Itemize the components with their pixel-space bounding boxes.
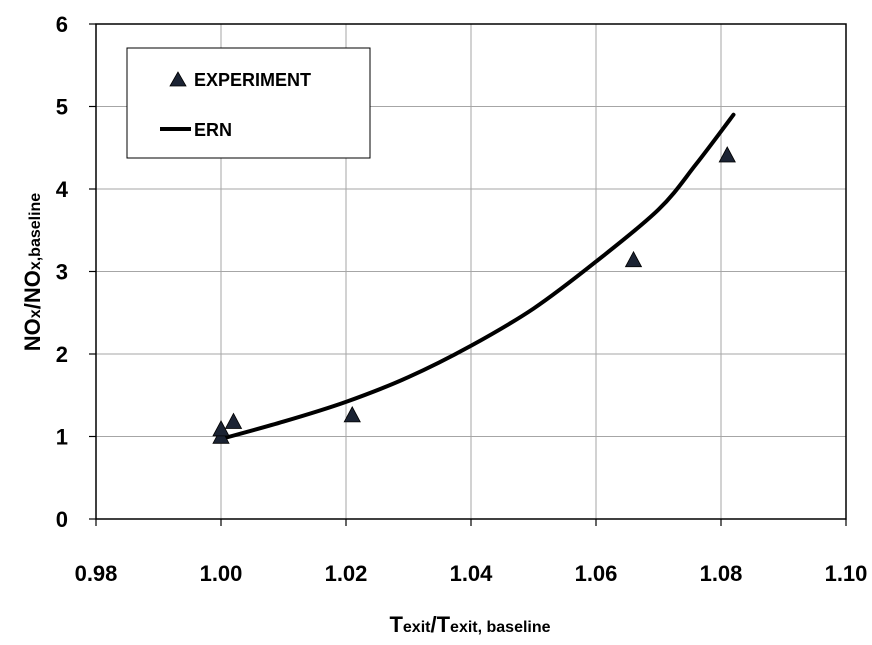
series-line-ern bbox=[219, 112, 736, 441]
y-axis-label: NOx/NOx,baseline bbox=[20, 193, 45, 352]
x-axis-label-part1: T bbox=[389, 612, 403, 637]
x-tick-label: 0.98 bbox=[75, 561, 118, 586]
legend-label-ern: ERN bbox=[194, 120, 232, 140]
legend-box bbox=[126, 47, 371, 159]
legend: EXPERIMENT ERN bbox=[126, 47, 371, 159]
y-axis-label-part2: /NO bbox=[20, 270, 45, 309]
legend-label-experiment: EXPERIMENT bbox=[194, 70, 311, 90]
series-points bbox=[212, 146, 736, 444]
y-tick-label: 3 bbox=[56, 260, 68, 285]
data-point-experiment bbox=[718, 146, 736, 163]
y-tick-label: 5 bbox=[56, 95, 68, 120]
y-tick-label: 6 bbox=[56, 12, 68, 37]
y-axis-label-sub2: x,baseline bbox=[27, 193, 44, 270]
x-tick-label: 1.04 bbox=[450, 561, 494, 586]
series-lines bbox=[219, 112, 736, 441]
x-tick-label: 1.10 bbox=[825, 561, 868, 586]
y-tick-labels: 0 1 2 3 4 5 6 bbox=[56, 12, 69, 532]
data-point-experiment bbox=[624, 250, 643, 268]
data-point-experiment bbox=[343, 406, 361, 423]
y-tick-label: 2 bbox=[56, 342, 68, 367]
y-tick-label: 4 bbox=[56, 177, 69, 202]
x-tick-labels: 0.98 1.00 1.02 1.04 1.06 1.08 1.10 bbox=[75, 561, 868, 586]
x-axis-label-sub1: exit bbox=[403, 619, 431, 636]
y-axis-label-sub1: x bbox=[27, 309, 44, 318]
y-axis-label-part1: NO bbox=[20, 318, 45, 351]
x-tick-label: 1.06 bbox=[575, 561, 618, 586]
y-tick-label: 0 bbox=[56, 507, 68, 532]
y-tick-label: 1 bbox=[56, 425, 68, 450]
data-point-experiment bbox=[212, 420, 230, 437]
x-tick-label: 1.02 bbox=[325, 561, 368, 586]
legend-triangle-icon bbox=[169, 71, 187, 87]
plot-area bbox=[95, 23, 847, 520]
x-tick-label: 1.00 bbox=[200, 561, 243, 586]
x-axis-label-part2: /T bbox=[430, 612, 450, 637]
x-axis-label-sub2: exit, baseline bbox=[450, 619, 551, 636]
data-point-experiment bbox=[224, 412, 243, 429]
x-axis-label: Texit/Texit, baseline bbox=[389, 612, 550, 637]
x-tick-label: 1.08 bbox=[700, 561, 743, 586]
